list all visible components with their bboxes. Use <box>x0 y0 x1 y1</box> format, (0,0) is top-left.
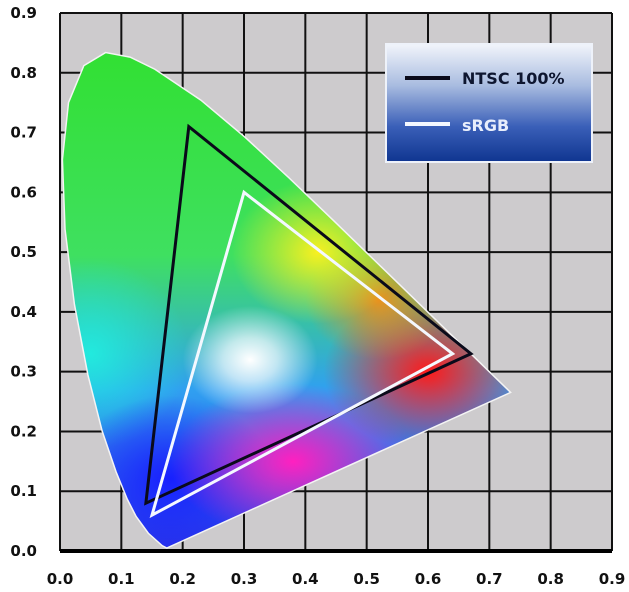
x-tick-label: 0.3 <box>231 570 258 588</box>
tick-labels: 0.0 0.1 0.2 0.3 0.4 0.5 0.6 0.7 0.8 0.9 0.0 0.1 0.2 0… <box>10 4 625 588</box>
x-tick-label: 0.9 <box>599 570 626 588</box>
y-tick-label: 0.4 <box>10 303 37 321</box>
legend: NTSC 100% sRGB <box>385 43 593 163</box>
x-tick-label: 0.2 <box>169 570 196 588</box>
color-blend <box>182 305 318 414</box>
x-tick-label: 0.6 <box>415 570 442 588</box>
x-tick-label: 0.5 <box>353 570 380 588</box>
x-axis-line <box>60 549 612 553</box>
y-tick-label: 0.9 <box>10 4 37 22</box>
gamut-triangle-srgb <box>149 189 456 519</box>
legend-box <box>385 43 593 163</box>
spectral-locus-outline <box>61 51 512 549</box>
y-tick-label: 0.6 <box>10 183 37 201</box>
gamut-triangle-ntsc <box>144 123 474 506</box>
y-tick-label: 0.2 <box>10 422 37 440</box>
y-tick-label: 0.3 <box>10 363 37 381</box>
legend-label-srgb: sRGB <box>462 116 509 135</box>
x-tick-label: 0.1 <box>108 570 135 588</box>
x-tick-label: 0.7 <box>476 570 503 588</box>
y-tick-label: 0.5 <box>10 243 37 261</box>
y-tick-label: 0.8 <box>10 64 37 82</box>
gamut-triangles <box>144 123 474 519</box>
x-tick-label: 0.8 <box>537 570 564 588</box>
x-tick-label: 0.0 <box>47 570 74 588</box>
y-tick-label: 0.0 <box>10 542 37 560</box>
y-tick-label: 0.7 <box>10 124 37 142</box>
y-tick-label: 0.1 <box>10 482 37 500</box>
x-tick-label: 0.4 <box>292 570 319 588</box>
legend-label-ntsc: NTSC 100% <box>462 69 565 88</box>
